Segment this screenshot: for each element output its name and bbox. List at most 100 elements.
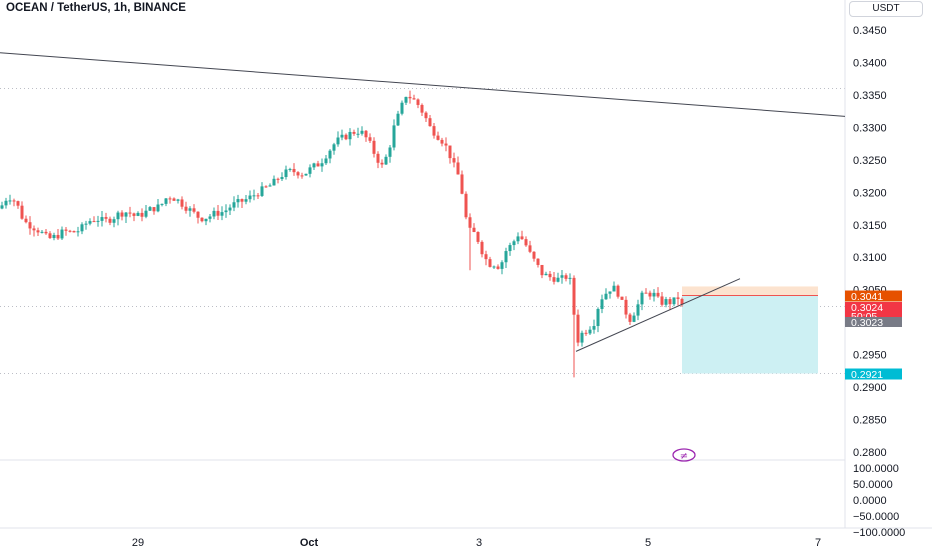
candle-body bbox=[144, 210, 148, 217]
candle-body bbox=[156, 204, 160, 212]
support-trendline bbox=[575, 278, 741, 352]
candle-body bbox=[456, 162, 460, 175]
candle-body bbox=[28, 222, 32, 229]
candle-body bbox=[316, 163, 320, 167]
oscillator-tick-label: 100.0000 bbox=[853, 463, 899, 475]
candle-body bbox=[60, 229, 64, 239]
candle-body bbox=[204, 218, 208, 222]
candle-body bbox=[348, 131, 352, 140]
candle-body bbox=[260, 186, 264, 196]
candle-body bbox=[72, 231, 76, 233]
candle-body bbox=[120, 212, 124, 217]
symbol-title: OCEAN / TetherUS, 1h, BINANCE bbox=[6, 2, 186, 14]
price-tick-label: 0.3250 bbox=[853, 155, 887, 167]
time-tick-label: Oct bbox=[300, 537, 319, 549]
currency-selector[interactable]: USDT bbox=[849, 1, 923, 17]
position-zones bbox=[682, 286, 818, 374]
candle-body bbox=[508, 245, 512, 252]
candle-body bbox=[292, 168, 296, 173]
price-axis[interactable]: 0.3450 0.3400 0.3350 0.3300 0.3250 0.3200 0.31… bbox=[853, 25, 905, 539]
candle-body bbox=[12, 200, 16, 202]
candle-body bbox=[320, 163, 324, 167]
candle-body bbox=[188, 208, 192, 211]
candle-body bbox=[472, 227, 476, 233]
candle-body bbox=[624, 299, 628, 315]
candle-body bbox=[560, 275, 564, 278]
candle-body bbox=[232, 202, 236, 208]
candle-body bbox=[460, 174, 464, 194]
candle-body bbox=[296, 172, 300, 176]
candle-body bbox=[464, 193, 468, 218]
candle-body bbox=[108, 218, 112, 223]
candle-body bbox=[500, 262, 504, 269]
candle-body bbox=[44, 231, 48, 234]
candle-body bbox=[192, 208, 196, 212]
candle-body bbox=[524, 239, 528, 246]
candle-body bbox=[380, 162, 384, 165]
watermark-icon[interactable]: ≠ bbox=[672, 448, 696, 462]
candle-body bbox=[628, 314, 632, 322]
time-tick-label: 5 bbox=[645, 537, 651, 549]
candle-body bbox=[236, 199, 240, 203]
candle-body bbox=[428, 118, 432, 127]
candle-body bbox=[128, 212, 132, 214]
time-axis[interactable]: 29 Oct 3 5 7 bbox=[132, 537, 821, 549]
candle-body bbox=[644, 292, 648, 294]
candle-body bbox=[80, 224, 84, 232]
candle-body bbox=[648, 292, 652, 297]
candle-body bbox=[400, 102, 404, 114]
candlestick-series bbox=[0, 90, 684, 378]
candle-body bbox=[424, 112, 428, 119]
candle-body bbox=[32, 228, 36, 231]
candle-body bbox=[632, 315, 636, 322]
candle-body bbox=[680, 298, 684, 305]
price-tick-label: 0.2900 bbox=[853, 382, 887, 394]
candle-body bbox=[340, 134, 344, 138]
candle-body bbox=[672, 297, 676, 305]
candle-body bbox=[564, 275, 568, 279]
trendlines[interactable] bbox=[0, 52, 846, 352]
oscillator-tick-label: 50.0000 bbox=[853, 479, 893, 491]
bid-price-tag-text: 0.3023 bbox=[851, 317, 883, 329]
candle-body bbox=[640, 292, 644, 305]
candle-body bbox=[580, 332, 584, 343]
price-tick-label: 0.3450 bbox=[853, 25, 887, 37]
oscillator-tick-label: −100.0000 bbox=[853, 527, 905, 539]
chart-grid bbox=[0, 0, 932, 529]
candle-body bbox=[664, 299, 668, 305]
candle-body bbox=[344, 134, 348, 140]
candle-body bbox=[196, 211, 200, 218]
candle-body bbox=[52, 234, 56, 239]
candle-body bbox=[548, 273, 552, 278]
candle-body bbox=[308, 167, 312, 174]
candle-body bbox=[356, 133, 360, 135]
candle-body bbox=[300, 175, 304, 177]
time-tick-label: 7 bbox=[815, 537, 821, 549]
watermark-glyph: ≠ bbox=[680, 451, 688, 462]
candle-body bbox=[448, 145, 452, 159]
candle-body bbox=[484, 254, 488, 260]
candle-body bbox=[352, 131, 356, 134]
candle-body bbox=[56, 234, 60, 239]
candle-body bbox=[0, 205, 4, 209]
candle-body bbox=[544, 273, 548, 276]
candle-body bbox=[416, 99, 420, 105]
candle-body bbox=[96, 220, 100, 222]
candle-body bbox=[84, 223, 88, 225]
candle-body bbox=[444, 143, 448, 146]
candle-body bbox=[468, 217, 472, 228]
candle-body bbox=[392, 125, 396, 148]
candle-body bbox=[8, 200, 12, 202]
candle-body bbox=[100, 217, 104, 221]
candle-body bbox=[636, 304, 640, 316]
candle-body bbox=[140, 212, 144, 217]
candle-body bbox=[220, 212, 224, 216]
candle-body bbox=[492, 266, 496, 268]
candle-body bbox=[576, 314, 580, 343]
candle-body bbox=[536, 258, 540, 265]
candle-body bbox=[404, 96, 408, 103]
candle-body bbox=[480, 241, 484, 255]
candle-body bbox=[616, 285, 620, 297]
time-tick-label: 3 bbox=[476, 537, 482, 549]
